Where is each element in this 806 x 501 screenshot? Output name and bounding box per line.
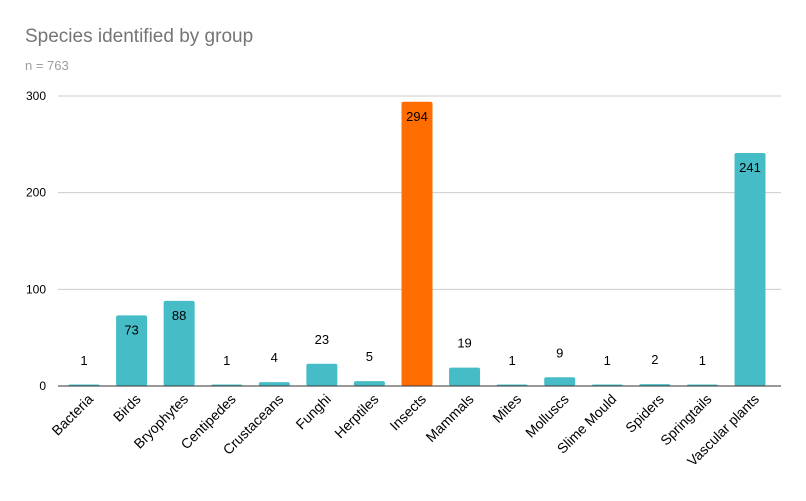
data-label-centipedes: 1 — [223, 353, 230, 368]
x-tick-label-birds: Birds — [110, 391, 144, 425]
data-label-herptiles: 5 — [366, 349, 373, 364]
bar-birds — [116, 315, 148, 386]
chart-subtitle: n = 763 — [25, 58, 69, 73]
data-label-molluscs: 9 — [556, 345, 563, 360]
bar-mammals — [449, 367, 481, 386]
x-tick-label-herptiles: Herptiles — [331, 391, 381, 441]
bar-funghi — [306, 363, 338, 386]
data-label-funghi: 23 — [315, 332, 329, 347]
bar-vascular-plants — [734, 153, 766, 386]
x-tick-label-spiders: Spiders — [622, 391, 667, 436]
data-label-mammals: 19 — [457, 336, 471, 351]
data-label-crustaceans: 4 — [271, 350, 278, 365]
bar-crustaceans — [258, 382, 290, 386]
bar-herptiles — [353, 381, 385, 386]
y-tick-label-0: 0 — [39, 379, 46, 393]
data-label-springtails: 1 — [699, 353, 706, 368]
data-label-mites: 1 — [509, 353, 516, 368]
bar-insects — [401, 101, 433, 387]
y-tick-label-100: 100 — [26, 282, 46, 296]
data-label-birds: 73 — [124, 322, 138, 337]
data-label-bryophytes: 88 — [172, 308, 186, 323]
data-label-vascular-plants: 241 — [739, 160, 761, 175]
bar-bryophytes — [163, 300, 195, 386]
data-label-slime-mould: 1 — [604, 353, 611, 368]
bar-molluscs — [544, 377, 576, 386]
data-label-insects: 294 — [406, 109, 428, 124]
data-label-spiders: 2 — [651, 352, 658, 367]
x-tick-label-insects: Insects — [386, 391, 429, 434]
x-tick-label-funghi: Funghi — [292, 391, 334, 433]
y-tick-label-300: 300 — [26, 89, 46, 103]
x-tick-label-mites: Mites — [489, 391, 524, 426]
chart-title: Species identified by group — [25, 26, 254, 47]
x-tick-label-bacteria: Bacteria — [48, 391, 96, 439]
x-tick-label-mammals: Mammals — [422, 391, 476, 445]
data-label-bacteria: 1 — [80, 353, 87, 368]
y-tick-label-200: 200 — [26, 186, 46, 200]
